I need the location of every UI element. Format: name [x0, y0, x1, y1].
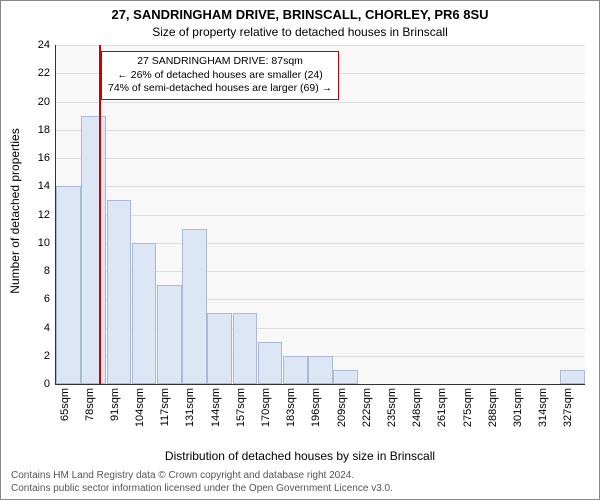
histogram-bar [308, 356, 333, 384]
histogram-bar [157, 285, 182, 384]
histogram-bar [258, 342, 283, 384]
x-tick-label: 183sqm [285, 388, 297, 427]
annotation-line2: ← 26% of detached houses are smaller (24… [108, 69, 332, 83]
histogram-bar [207, 313, 232, 384]
x-tick-label: 170sqm [260, 388, 272, 427]
y-tick-label: 22 [38, 67, 50, 79]
x-tick-label: 327sqm [562, 388, 574, 427]
histogram-bar [283, 356, 308, 384]
credits-line2: Contains public sector information licen… [11, 483, 393, 496]
y-tick-label: 16 [38, 152, 50, 164]
histogram-bar [56, 186, 81, 384]
plot-area: 02468101214161820222465sqm78sqm91sqm104s… [55, 45, 585, 385]
histogram-bar [182, 229, 207, 384]
y-tick-label: 8 [44, 265, 50, 277]
x-tick-label: 196sqm [310, 388, 322, 427]
y-tick-label: 14 [38, 180, 50, 192]
x-tick-label: 314sqm [537, 388, 549, 427]
histogram-bar [233, 313, 258, 384]
histogram-bar [81, 116, 106, 384]
x-tick-label: 104sqm [134, 388, 146, 427]
annotation-line3: 74% of semi-detached houses are larger (… [108, 82, 332, 96]
x-tick-label: 261sqm [436, 388, 448, 427]
x-tick-label: 91sqm [109, 388, 121, 421]
y-axis-label: Number of detached properties [8, 128, 22, 293]
annotation-line1: 27 SANDRINGHAM DRIVE: 87sqm [108, 55, 332, 69]
x-axis-label: Distribution of detached houses by size … [1, 449, 599, 463]
y-tick-label: 24 [38, 39, 50, 51]
gridline [56, 102, 585, 103]
x-tick-label: 144sqm [210, 388, 222, 427]
y-tick-label: 6 [44, 293, 50, 305]
y-tick-label: 2 [44, 350, 50, 362]
histogram-bar [560, 370, 585, 384]
x-tick-label: 248sqm [411, 388, 423, 427]
chart-container: 27, SANDRINGHAM DRIVE, BRINSCALL, CHORLE… [0, 0, 600, 500]
annotation-box: 27 SANDRINGHAM DRIVE: 87sqm ← 26% of det… [101, 51, 339, 100]
x-tick-label: 157sqm [235, 388, 247, 427]
gridline [56, 186, 585, 187]
gridline [56, 215, 585, 216]
y-tick-label: 4 [44, 322, 50, 334]
y-tick-label: 12 [38, 209, 50, 221]
histogram-bar [132, 243, 157, 384]
x-tick-label: 301sqm [512, 388, 524, 427]
chart-subtitle: Size of property relative to detached ho… [1, 25, 599, 39]
gridline [56, 158, 585, 159]
y-tick-label: 20 [38, 96, 50, 108]
x-tick-label: 65sqm [59, 388, 71, 421]
y-tick-label: 0 [44, 378, 50, 390]
x-tick-label: 117sqm [159, 388, 171, 426]
histogram-bar [333, 370, 358, 384]
gridline [56, 45, 585, 46]
credits: Contains HM Land Registry data © Crown c… [11, 470, 393, 495]
credits-line1: Contains HM Land Registry data © Crown c… [11, 470, 393, 483]
chart-title: 27, SANDRINGHAM DRIVE, BRINSCALL, CHORLE… [1, 7, 599, 22]
x-tick-label: 131sqm [184, 388, 196, 427]
y-tick-label: 18 [38, 124, 50, 136]
x-tick-label: 78sqm [84, 388, 96, 421]
x-tick-label: 235sqm [386, 388, 398, 427]
histogram-bar [107, 200, 132, 384]
x-tick-label: 222sqm [361, 388, 373, 427]
x-tick-label: 275sqm [462, 388, 474, 427]
x-tick-label: 209sqm [336, 388, 348, 427]
y-tick-label: 10 [38, 237, 50, 249]
x-tick-label: 288sqm [487, 388, 499, 427]
gridline [56, 130, 585, 131]
